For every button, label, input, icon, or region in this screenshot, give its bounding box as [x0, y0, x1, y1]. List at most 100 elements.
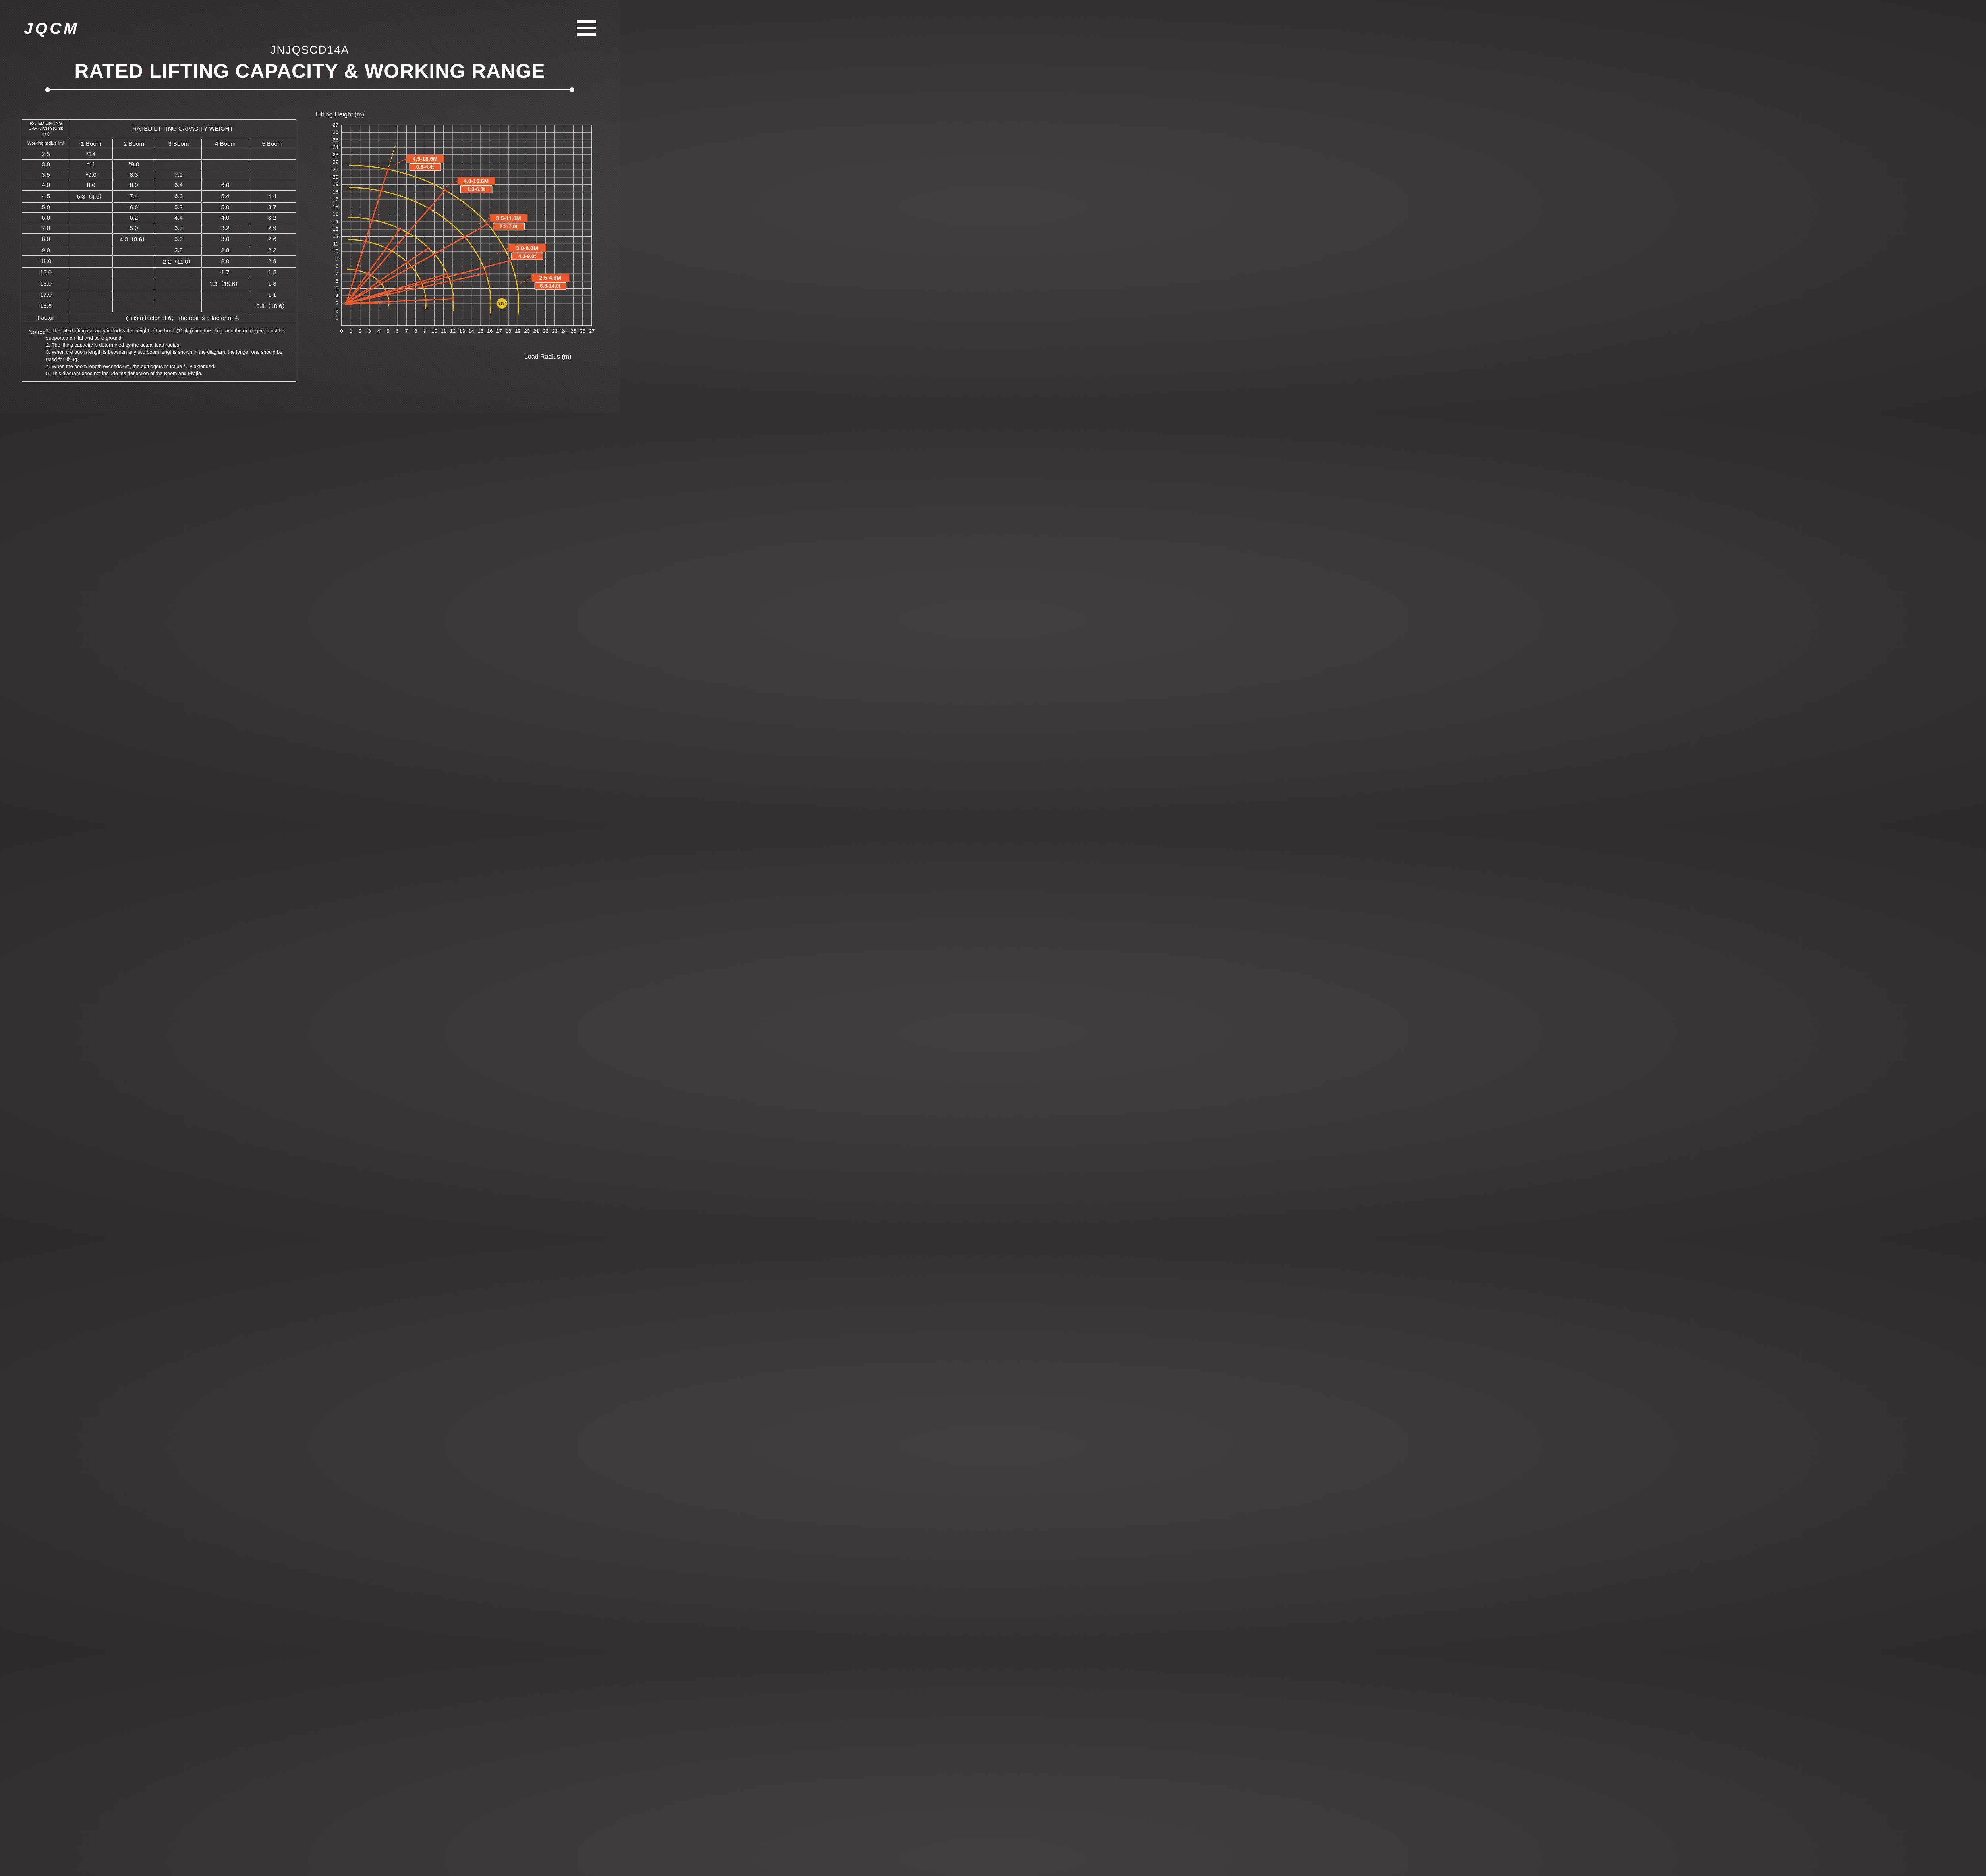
value-cell: [70, 202, 113, 212]
value-cell: 0.8（18.6）: [249, 300, 296, 312]
svg-text:20: 20: [333, 174, 338, 180]
svg-text:6.8-14.0t: 6.8-14.0t: [540, 283, 561, 289]
svg-text:22: 22: [543, 328, 548, 334]
value-cell: [249, 159, 296, 170]
value-cell: 8.0: [70, 180, 113, 190]
value-cell: 3.2: [249, 212, 296, 223]
value-cell: 1.3（15.6）: [202, 278, 249, 290]
svg-text:24: 24: [561, 328, 567, 334]
svg-text:76°: 76°: [498, 301, 506, 307]
group-header: RATED LIFTING CAPACITY WEIGHT: [70, 120, 296, 139]
svg-text:9: 9: [423, 328, 426, 334]
value-cell: [112, 290, 155, 300]
value-cell: 8.0: [112, 180, 155, 190]
value-cell: 2.8: [202, 245, 249, 255]
value-cell: [155, 278, 202, 290]
svg-text:12: 12: [450, 328, 456, 334]
svg-text:26: 26: [333, 129, 338, 135]
note-item: 5. This diagram does not include the def…: [46, 370, 290, 377]
svg-text:9: 9: [336, 256, 338, 262]
table-row: 7.05.03.53.22.9: [22, 223, 296, 233]
value-cell: 5.4: [202, 190, 249, 202]
value-cell: [155, 159, 202, 170]
svg-text:19: 19: [515, 328, 520, 334]
svg-text:5: 5: [336, 285, 338, 291]
radius-cell: 2.5: [22, 149, 70, 159]
table-row: 13.0 1.71.5: [22, 267, 296, 278]
table-row: 11.02.2（11.6）2.02.8: [22, 255, 296, 267]
value-cell: 3.2: [202, 223, 249, 233]
value-cell: 4.3（8.6）: [112, 233, 155, 245]
value-cell: [112, 278, 155, 290]
svg-text:20: 20: [524, 328, 529, 334]
value-cell: *14: [70, 149, 113, 159]
value-cell: 6.0: [155, 190, 202, 202]
svg-text:7: 7: [336, 270, 338, 276]
column-header: 3 Boom: [155, 139, 202, 149]
value-cell: 4.0: [202, 212, 249, 223]
table-row: 18.60.8（18.6）: [22, 300, 296, 312]
svg-text:19: 19: [333, 181, 338, 187]
value-cell: 6.0: [202, 180, 249, 190]
value-cell: [112, 255, 155, 267]
value-cell: *9.0: [70, 170, 113, 180]
brand-logo: JQCM: [24, 20, 79, 38]
svg-text:21: 21: [533, 328, 539, 334]
svg-text:15: 15: [478, 328, 483, 334]
radius-cell: 11.0: [22, 255, 70, 267]
note-item: 3. When the boom length is between any t…: [46, 349, 290, 363]
value-cell: 1.7: [202, 267, 249, 278]
svg-text:3.5-11.6M: 3.5-11.6M: [496, 215, 521, 221]
svg-text:21: 21: [333, 166, 338, 172]
value-cell: [202, 159, 249, 170]
value-cell: [70, 223, 113, 233]
svg-text:14: 14: [333, 218, 338, 224]
column-header: 2 Boom: [112, 139, 155, 149]
value-cell: *9.0: [112, 159, 155, 170]
svg-text:16: 16: [333, 204, 338, 210]
table-row: 15.01.3（15.6）1.3: [22, 278, 296, 290]
svg-text:3.0-8.0M: 3.0-8.0M: [516, 245, 538, 251]
value-cell: [202, 300, 249, 312]
value-cell: [112, 149, 155, 159]
svg-text:2.2-7.0t: 2.2-7.0t: [500, 223, 518, 229]
value-cell: 5.0: [112, 223, 155, 233]
menu-icon[interactable]: [577, 20, 596, 36]
value-cell: 6.2: [112, 212, 155, 223]
title-rule: [48, 89, 572, 90]
svg-text:23: 23: [552, 328, 557, 334]
value-cell: [112, 267, 155, 278]
capacity-table: RATED LIFTING CAP- ACITY(Unit: ton) RATE…: [22, 119, 296, 324]
svg-text:26: 26: [580, 328, 585, 334]
value-cell: [70, 212, 113, 223]
svg-text:27: 27: [589, 328, 595, 334]
value-cell: [155, 267, 202, 278]
value-cell: [70, 278, 113, 290]
value-cell: [249, 170, 296, 180]
value-cell: 6.8（4.6）: [70, 190, 113, 202]
value-cell: 6.6: [112, 202, 155, 212]
radius-cell: 9.0: [22, 245, 70, 255]
svg-text:3: 3: [368, 328, 371, 334]
value-cell: 3.5: [155, 223, 202, 233]
svg-text:22: 22: [333, 159, 338, 165]
notes-label: Notes:: [28, 327, 46, 378]
radius-cell: 13.0: [22, 267, 70, 278]
value-cell: 3.7: [249, 202, 296, 212]
svg-text:24: 24: [333, 144, 338, 150]
value-cell: 1.5: [249, 267, 296, 278]
row-header-label: Working radius (m): [22, 139, 70, 149]
column-header: 5 Boom: [249, 139, 296, 149]
table-row: 9.02.82.82.2: [22, 245, 296, 255]
model-code: JNJQSCD14A: [0, 44, 620, 56]
svg-text:23: 23: [333, 152, 338, 158]
svg-text:13: 13: [333, 226, 338, 232]
svg-text:17: 17: [333, 196, 338, 202]
svg-text:4: 4: [377, 328, 380, 334]
column-header: 4 Boom: [202, 139, 249, 149]
factor-label: Factor: [22, 312, 70, 324]
value-cell: 2.2（11.6）: [155, 255, 202, 267]
svg-text:8: 8: [336, 263, 338, 269]
value-cell: [112, 300, 155, 312]
svg-text:1: 1: [350, 328, 352, 334]
